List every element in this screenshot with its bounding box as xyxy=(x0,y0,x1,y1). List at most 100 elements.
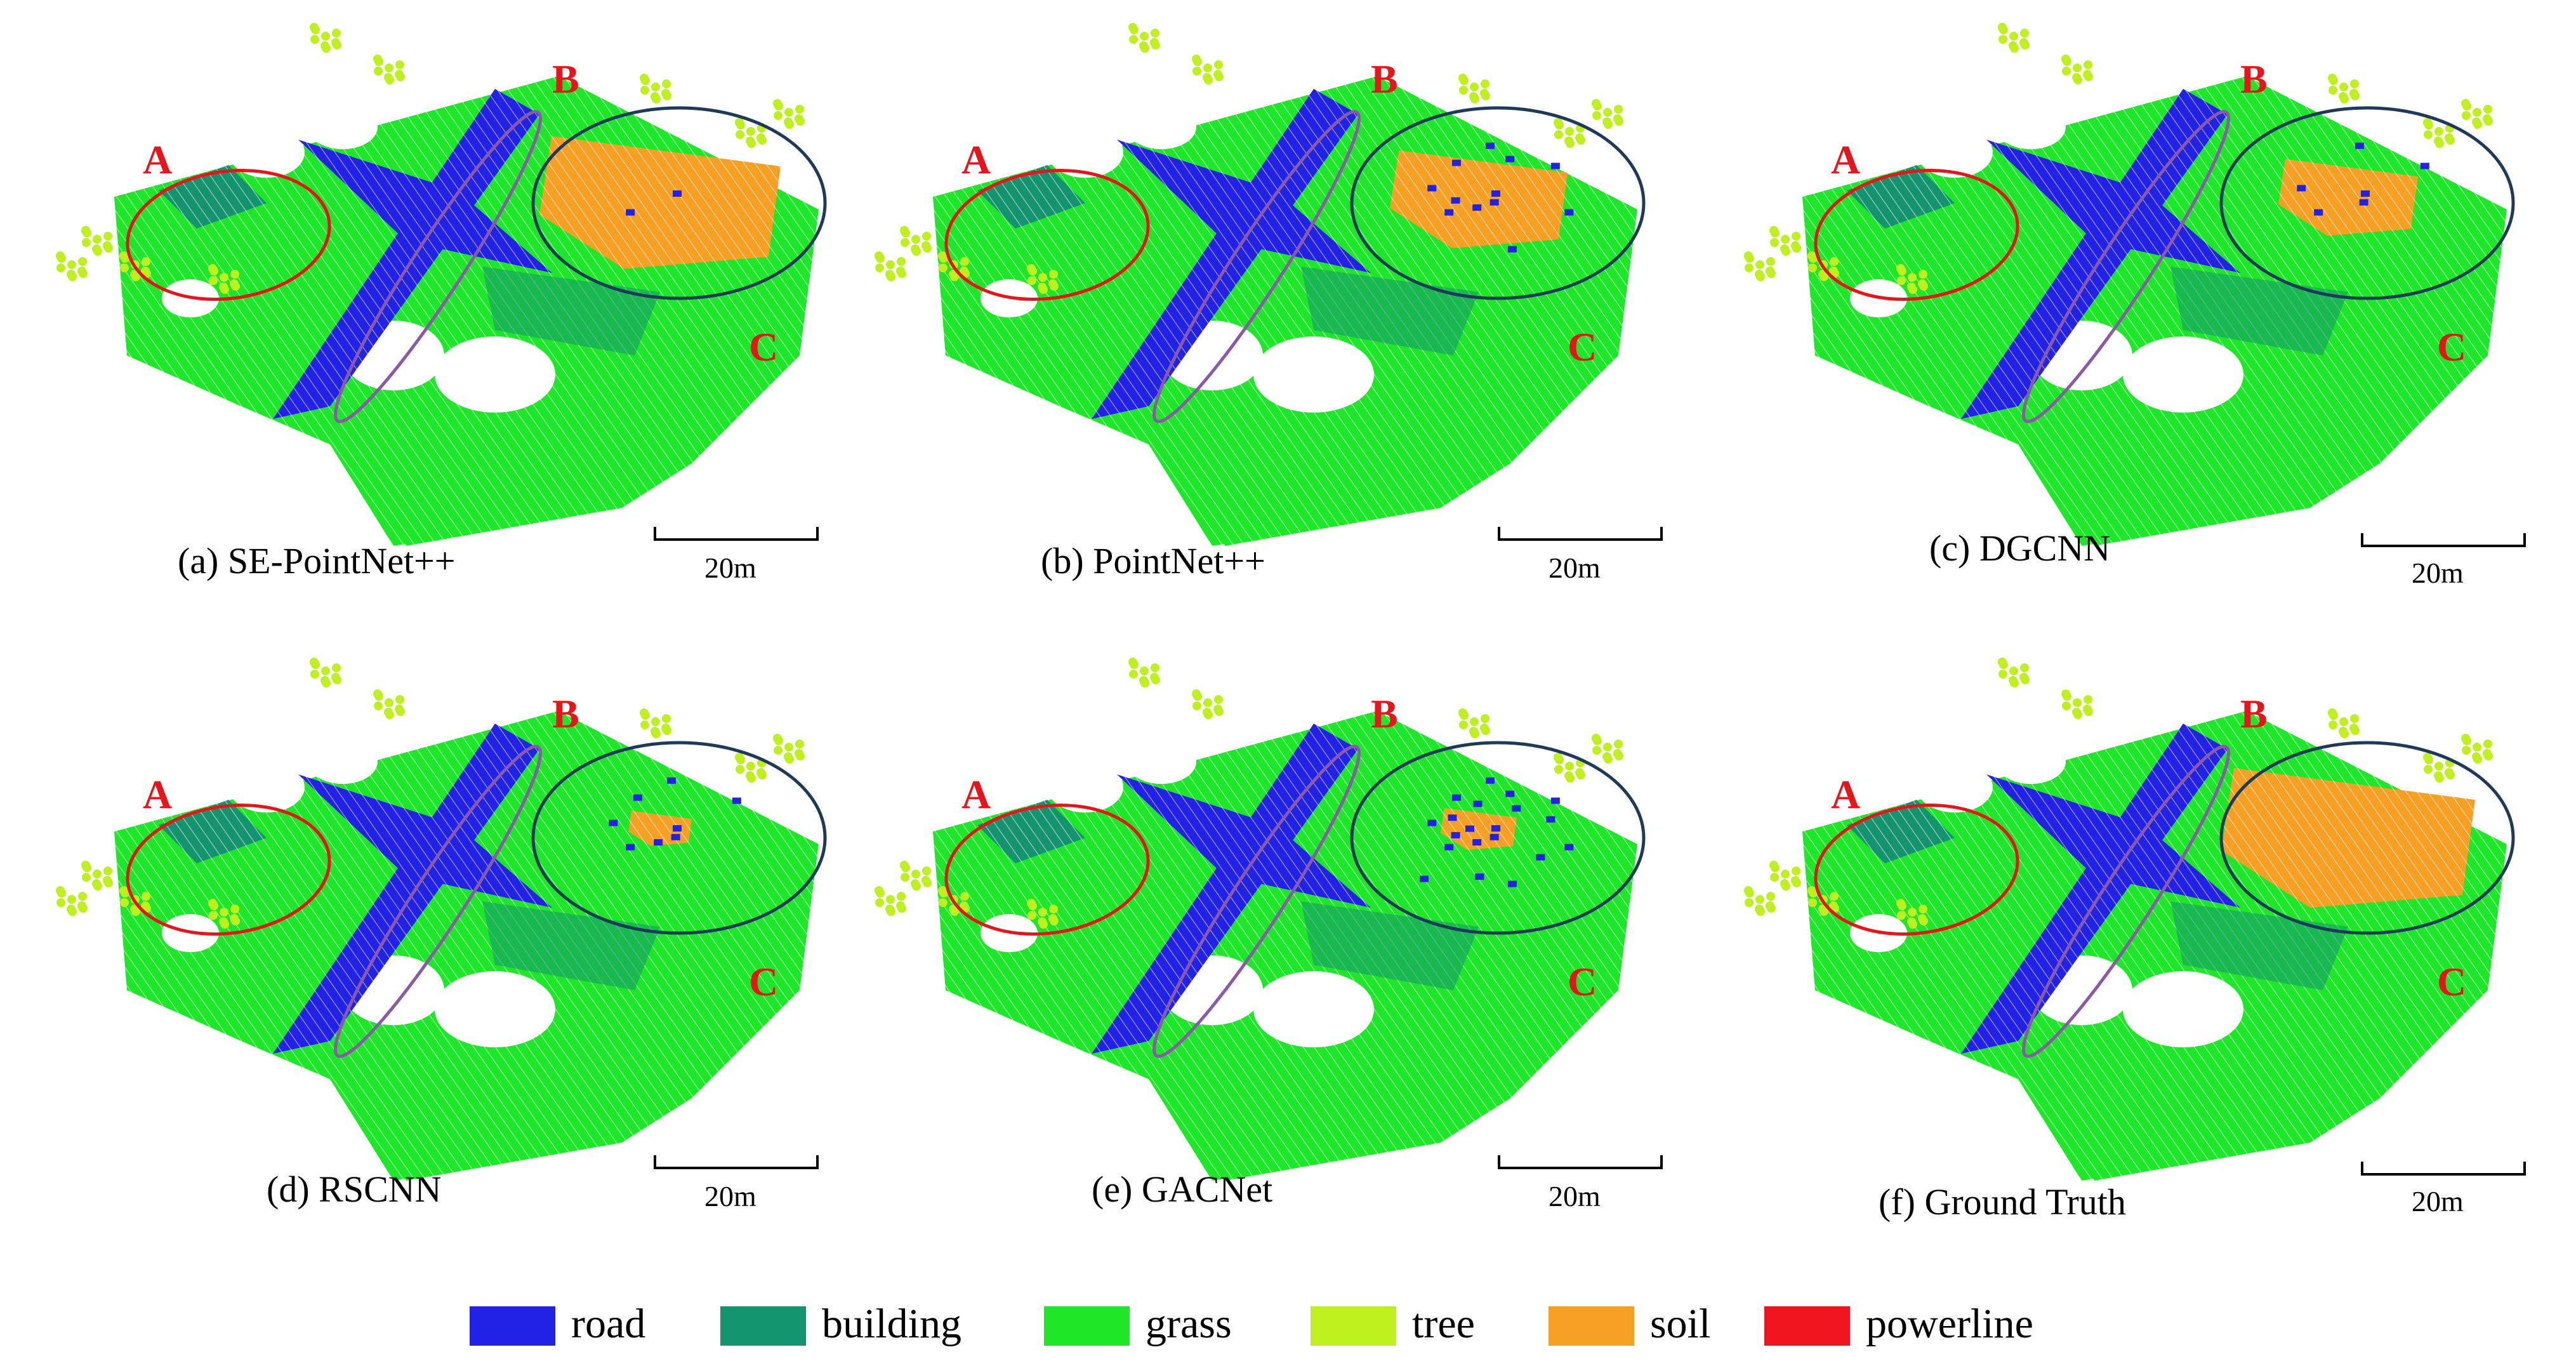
road-point-cluster xyxy=(1473,800,1483,807)
tree-point xyxy=(922,866,931,875)
tree-point xyxy=(1565,762,1574,771)
tree-point xyxy=(663,91,671,100)
void-area xyxy=(2123,336,2243,413)
scale-bar-label: 20m xyxy=(704,1180,756,1212)
road-point-cluster xyxy=(1427,819,1437,826)
tree-point xyxy=(2328,86,2337,95)
tree-point xyxy=(120,898,129,907)
panel-b: A B C (b) PointNet++ 20m xyxy=(819,0,1677,622)
tree-point xyxy=(2473,755,2482,764)
tree-point xyxy=(736,130,744,139)
panel-d: A B C (d) RSCNN 20m xyxy=(0,635,859,1257)
tree-point xyxy=(1615,752,1623,760)
road-point-cluster xyxy=(1451,197,1460,204)
tree-point xyxy=(1830,892,1839,901)
scale-bar xyxy=(1498,1155,1663,1169)
tree-point xyxy=(2339,83,2348,91)
region-a-outline xyxy=(944,804,1150,936)
tree-point xyxy=(2435,774,2444,783)
tree-point xyxy=(396,72,405,81)
region-c-outline xyxy=(1350,106,1646,300)
tree-point xyxy=(1781,235,1790,244)
road-point-cluster xyxy=(626,209,635,216)
tree-point xyxy=(1770,238,1779,247)
scale-bar-label: 20m xyxy=(2412,1185,2464,1217)
tree-point xyxy=(322,679,331,687)
tree-point xyxy=(2446,771,2455,779)
tree-point xyxy=(1214,695,1223,704)
tree-point xyxy=(897,257,906,266)
road-point-cluster xyxy=(1491,825,1500,832)
tree-point xyxy=(876,254,885,263)
point-cloud-view xyxy=(875,23,1646,546)
tree-point xyxy=(1193,692,1202,701)
tree-point xyxy=(104,879,113,887)
tree-point xyxy=(1028,267,1037,275)
tree-point xyxy=(1460,711,1469,720)
region-a-outline xyxy=(1814,169,2019,301)
tree-point xyxy=(2021,675,2030,684)
tree-point xyxy=(1767,904,1776,913)
void-area xyxy=(1917,762,1993,812)
road-point-cluster xyxy=(2420,162,2429,169)
tree-point xyxy=(1470,717,1479,726)
tree-point xyxy=(901,229,910,237)
tree-point xyxy=(1039,920,1048,929)
tree-point xyxy=(784,108,793,117)
tree-point xyxy=(1193,57,1202,66)
tree-point xyxy=(1151,29,1159,37)
scale-bar-label: 20m xyxy=(704,552,756,584)
region-label-a: A xyxy=(143,772,173,817)
road-point-cluster xyxy=(1451,794,1461,801)
tree-point xyxy=(103,232,112,241)
tree-point xyxy=(1908,920,1917,929)
point-cloud-view xyxy=(56,23,827,546)
tree-point xyxy=(231,917,240,925)
tree-point xyxy=(746,762,755,771)
panel-caption: (e) GACNet xyxy=(1092,1169,1273,1210)
tree-point xyxy=(2462,746,2471,755)
grass-surface xyxy=(1174,990,1453,1181)
region-c-outline xyxy=(2219,741,2515,935)
tree-point xyxy=(2424,765,2433,774)
tree-point xyxy=(209,267,218,275)
road-point-cluster xyxy=(1485,142,1495,149)
tree-point xyxy=(1820,907,1828,916)
tree-point xyxy=(1614,105,1623,114)
legend-label: building xyxy=(822,1301,962,1347)
tree-point xyxy=(2062,701,2071,710)
tree-point xyxy=(311,660,320,669)
tree-point xyxy=(1756,907,1765,916)
tree-point xyxy=(897,904,906,913)
tree-point xyxy=(1470,729,1479,738)
grass-surface xyxy=(1174,355,1453,546)
region-b-outline xyxy=(334,745,542,1058)
tree-point xyxy=(1756,272,1765,281)
tree-point xyxy=(1050,282,1059,291)
tree-point xyxy=(758,136,767,145)
tree-point xyxy=(385,63,393,72)
legend-swatch xyxy=(1764,1306,1850,1346)
soil-region xyxy=(2221,768,2475,908)
tree-point xyxy=(57,254,66,263)
scale-bar xyxy=(1498,527,1663,541)
grass-surface xyxy=(2044,990,2323,1181)
tree-point xyxy=(2424,755,2433,764)
tree-point xyxy=(209,276,218,285)
tree-point xyxy=(2351,726,2360,735)
tree-point xyxy=(2073,710,2082,719)
legend-swatch xyxy=(720,1306,806,1346)
panel-caption: (b) PointNet++ xyxy=(1041,540,1265,581)
void-area xyxy=(1047,127,1123,178)
tree-point xyxy=(220,273,228,282)
region-label-b: B xyxy=(552,56,579,102)
region-a-outline xyxy=(126,169,331,301)
tree-point xyxy=(1999,660,2008,669)
road-segment xyxy=(298,140,552,273)
region-label-a: A xyxy=(1831,137,1861,182)
tree-point xyxy=(796,117,805,126)
tree-point xyxy=(901,863,910,872)
legend: road building grass tree soil powerline xyxy=(470,1295,2183,1358)
tree-point xyxy=(78,892,87,901)
tree-point xyxy=(83,863,91,872)
